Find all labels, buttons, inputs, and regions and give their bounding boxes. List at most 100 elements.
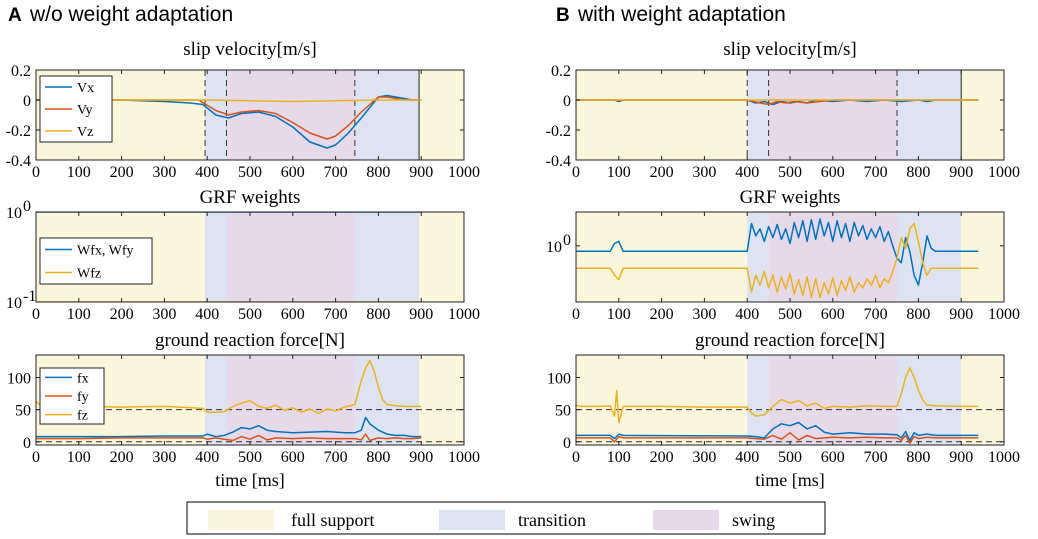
series-line-wfz: [576, 222, 979, 299]
x-tick-label: 1000: [988, 449, 1020, 466]
x-tick-label: 500: [778, 306, 802, 323]
series-line-fy: [576, 432, 979, 444]
x-tick-label: 900: [409, 164, 433, 181]
phase-band-transition: [897, 355, 962, 445]
y-tick-label: -0.4: [546, 153, 571, 170]
x-tick-label: 300: [152, 164, 176, 181]
legend-label: Vz: [77, 125, 93, 140]
legend-label: fx: [77, 371, 89, 386]
chart-legend: Vx Vy Vz: [39, 75, 113, 143]
phase-band-full-support: [961, 355, 1004, 445]
chart-legend: Wfx, Wfy Wfz: [39, 237, 153, 285]
x-tick-label: 700: [864, 164, 888, 181]
y-tick-label: -0.2: [6, 123, 31, 140]
x-tick-label: 800: [906, 306, 930, 323]
x-tick-label: 600: [281, 449, 305, 466]
phase-band-full-support: [419, 212, 464, 302]
x-tick-label: 0: [32, 306, 40, 323]
x-tick-label: 800: [366, 164, 390, 181]
series-line-fx: [576, 421, 979, 442]
panel-b-letter: B: [556, 5, 570, 26]
x-tick-label: 700: [864, 306, 888, 323]
x-tick-label: 800: [366, 449, 390, 466]
chart-legend: fx fy fz: [39, 367, 105, 425]
series-line-fz: [36, 360, 422, 415]
series-group: [576, 99, 979, 106]
legend-swatch-transition: [439, 510, 505, 530]
y-tick-label: 10: [546, 239, 562, 256]
legend-label: Wfx, Wfy: [77, 244, 134, 259]
phase-band-full-support: [961, 212, 1004, 302]
x-tick-label: 0: [572, 306, 580, 323]
x-tick-label: 500: [778, 449, 802, 466]
phase-band-full-support: [419, 355, 464, 445]
x-tick-label: 200: [650, 164, 674, 181]
x-tick-label: 1000: [448, 164, 480, 181]
x-tick-label: 200: [650, 306, 674, 323]
phase-band-transition: [205, 355, 227, 445]
x-tick-label: 600: [821, 306, 845, 323]
x-tick-label: 700: [324, 306, 348, 323]
phase-band-swing: [768, 355, 897, 445]
legend-label-transition: transition: [518, 510, 586, 530]
x-tick-label: 1000: [448, 306, 480, 323]
y-tick-exponent: 0: [23, 198, 31, 215]
phase-legend: full support transition swing: [186, 501, 826, 535]
phase-band-transition: [747, 212, 769, 302]
x-tick-label: 400: [195, 164, 219, 181]
series-line-fy: [36, 433, 422, 442]
x-tick-label: 800: [906, 164, 930, 181]
x-tick-label: 0: [32, 449, 40, 466]
phase-band-transition: [747, 355, 769, 445]
panel-a-letter: A: [8, 5, 22, 26]
legend-label: Wfz: [77, 267, 101, 282]
y-tick-label: 0.2: [551, 63, 571, 80]
phase-band-transition: [747, 70, 769, 160]
phase-band-swing: [768, 212, 897, 302]
x-tick-label: 200: [650, 449, 674, 466]
y-tick-exponent: -1: [23, 288, 36, 305]
plot-a3-title: ground reaction force[N]: [155, 330, 345, 351]
x-tick-label: 100: [67, 164, 91, 181]
x-tick-label: 0: [572, 449, 580, 466]
phase-band-swing: [226, 70, 355, 160]
x-tick-label: 300: [152, 449, 176, 466]
x-tick-label: 400: [735, 306, 759, 323]
x-tick-label: 900: [949, 164, 973, 181]
series-group: [576, 367, 979, 444]
x-tick-label: 500: [238, 164, 262, 181]
y-tick-label: 50: [15, 403, 31, 420]
y-tick-label: 100: [7, 371, 31, 388]
plot-a2-title: GRF weights: [200, 187, 301, 208]
legend-label: fz: [77, 409, 88, 424]
legend-swatch-swing: [653, 510, 719, 530]
phase-band-transition: [897, 70, 962, 160]
plot-b1-title: slip velocity[m/s]: [723, 39, 857, 60]
series-line-fz: [576, 367, 979, 424]
y-tick-exponent: 0: [563, 232, 571, 249]
series-group: [36, 360, 422, 442]
chart-0: 0 100 200 300 400 500 600 700 800 900 1000 0.2 0 -0.2…: [6, 63, 480, 181]
x-tick-label: 600: [281, 306, 305, 323]
x-tick-label: 1000: [988, 164, 1020, 181]
series-line-vy: [36, 96, 422, 140]
x-tick-label: 0: [572, 164, 580, 181]
y-tick-label: 0: [23, 93, 31, 110]
phase-band-swing: [226, 212, 355, 302]
x-tick-label: 1000: [448, 449, 480, 466]
legend-label: Vy: [77, 103, 93, 118]
x-tick-label: 700: [324, 449, 348, 466]
phase-band-full-support: [576, 70, 748, 160]
x-tick-label: 200: [110, 164, 134, 181]
x-tick-label: 0: [32, 164, 40, 181]
x-tick-label: 500: [778, 164, 802, 181]
x-tick-label: 600: [281, 164, 305, 181]
x-tick-label: 600: [821, 164, 845, 181]
x-tick-label: 100: [607, 449, 631, 466]
phase-band-swing: [768, 70, 897, 160]
plots-layer: 0 100 200 300 400 500 600 700 800 900 10000.20-0.2…: [6, 63, 1020, 466]
x-tick-label: 400: [195, 306, 219, 323]
